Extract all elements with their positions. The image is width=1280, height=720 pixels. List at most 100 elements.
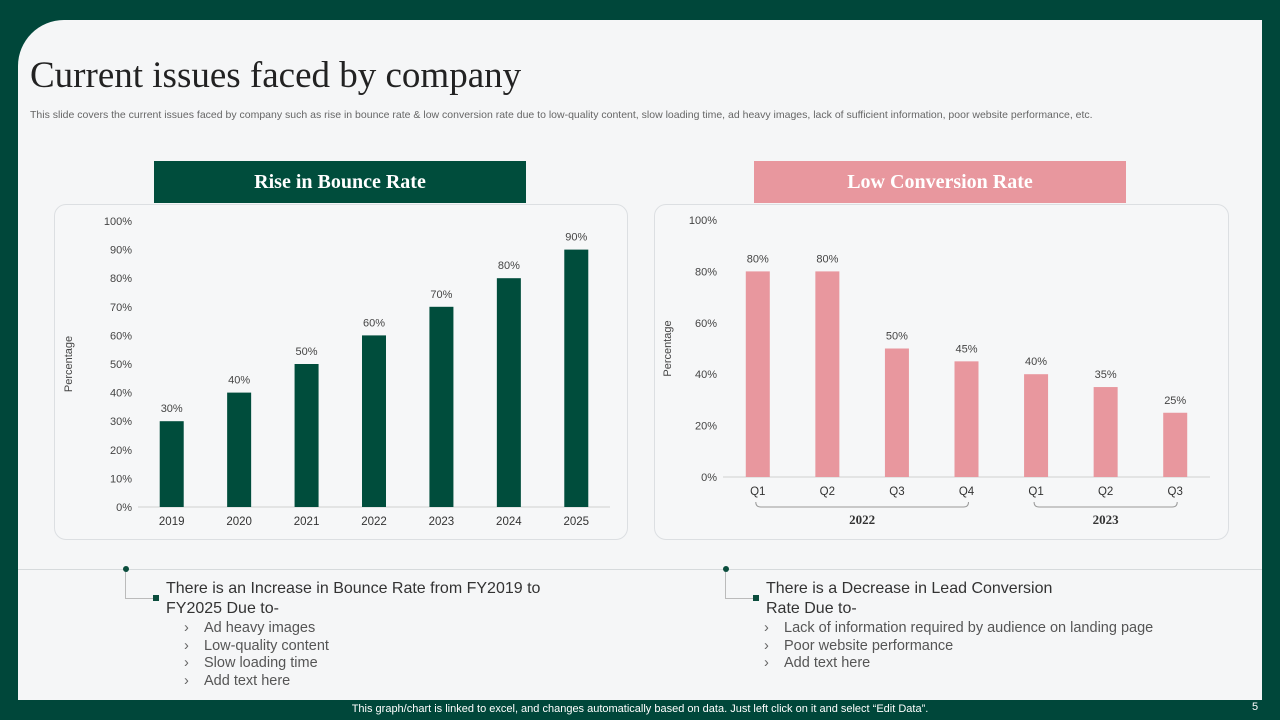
x-tick-label: 2024 xyxy=(496,516,522,528)
timeline-dot xyxy=(723,566,729,572)
data-label: 90% xyxy=(565,232,587,244)
bar xyxy=(294,364,319,507)
bounce-rate-chart-panel[interactable]: 0% 10% 20% 30% 40% 50% 60% 70% 80% 90% 100% Percent… xyxy=(54,204,628,540)
data-label: 80% xyxy=(747,253,769,265)
y-tick-label: 90% xyxy=(110,245,132,257)
data-label: 70% xyxy=(430,289,452,301)
bounce-rate-chart[interactable]: 0% 10% 20% 30% 40% 50% 60% 70% 80% 90% 100% Percent… xyxy=(55,205,627,539)
section-divider xyxy=(18,569,1262,570)
group-label: 2022 xyxy=(849,512,875,527)
bullet-square xyxy=(153,595,159,601)
conversion-reasons-list: › Lack of information required by audienc… xyxy=(764,620,1153,673)
chevron-right-icon: › xyxy=(764,620,769,636)
y-tick-label: 60% xyxy=(695,318,717,330)
x-tick-label: 2020 xyxy=(226,516,252,528)
list-item: › Low-quality content xyxy=(184,638,329,656)
list-item: › Lack of information required by audienc… xyxy=(764,620,1153,638)
group-label: 2023 xyxy=(1093,512,1120,527)
y-tick-label: 100% xyxy=(104,216,132,228)
reason-text: Slow loading time xyxy=(204,655,318,671)
y-tick-label: 40% xyxy=(110,388,132,400)
data-label: 35% xyxy=(1095,369,1117,381)
timeline-dot xyxy=(123,566,129,572)
conversion-issue-heading: There is a Decrease in Lead Conversion R… xyxy=(766,580,1053,617)
page-title: Current issues faced by company xyxy=(30,55,522,96)
list-item: › Ad heavy images xyxy=(184,620,329,638)
connector-line xyxy=(125,572,153,599)
data-label: 60% xyxy=(363,317,385,329)
y-tick-label: 60% xyxy=(110,330,132,342)
chevron-right-icon: › xyxy=(764,637,769,654)
x-tick-label: 2025 xyxy=(563,516,589,528)
y-tick-label: 0% xyxy=(701,472,717,484)
group-bracket xyxy=(1033,501,1178,508)
data-label: 40% xyxy=(1025,356,1047,368)
bullet-square xyxy=(753,595,759,601)
data-label: 30% xyxy=(161,403,183,415)
bar xyxy=(496,278,521,507)
data-label: 80% xyxy=(816,253,838,265)
y-tick-label: 20% xyxy=(695,421,717,433)
reason-text: Ad heavy images xyxy=(204,620,316,636)
x-tick-label: 2022 xyxy=(361,516,387,528)
chevron-right-icon: › xyxy=(184,672,189,689)
x-tick-label: Q2 xyxy=(1098,486,1113,498)
data-label: 50% xyxy=(296,346,318,358)
page-number: 5 xyxy=(1252,701,1259,713)
x-tick-label: 2019 xyxy=(159,516,185,528)
reason-text: Poor website performance xyxy=(784,637,954,654)
reason-text: Lack of information required by audience… xyxy=(784,620,1154,636)
bar xyxy=(1093,387,1118,477)
y-tick-label: 70% xyxy=(110,302,132,314)
footer-note: This graph/chart is linked to excel, and… xyxy=(351,703,929,715)
bar xyxy=(1024,374,1049,477)
chevron-right-icon: › xyxy=(184,655,189,671)
y-axis-label: Percentage xyxy=(662,320,674,376)
y-tick-label: 0% xyxy=(116,502,132,514)
bar xyxy=(815,271,840,477)
bar xyxy=(745,271,770,477)
slide-description: This slide covers the current issues fac… xyxy=(30,109,1093,121)
list-item: › Slow loading time xyxy=(184,655,329,673)
conversion-rate-chart-panel[interactable]: 0% 20% 40% 60% 80% 100% Percentage 80% Q1 80% Q2 50… xyxy=(654,204,1229,540)
x-tick-label: 2021 xyxy=(294,516,320,528)
y-tick-label: 10% xyxy=(110,473,132,485)
list-item: › Add text here xyxy=(764,655,1153,673)
bounce-issue-heading: There is an Increase in Bounce Rate from… xyxy=(166,580,541,617)
chevron-right-icon: › xyxy=(184,637,189,654)
bar xyxy=(954,361,979,477)
x-tick-label: Q2 xyxy=(820,486,835,498)
bar xyxy=(1163,412,1188,477)
x-tick-label: Q3 xyxy=(1168,486,1183,498)
bar xyxy=(429,306,454,507)
y-tick-label: 40% xyxy=(695,369,717,381)
chevron-right-icon: › xyxy=(184,620,189,636)
x-tick-label: Q1 xyxy=(1028,486,1043,498)
reason-text: Low-quality content xyxy=(204,637,329,654)
bar xyxy=(362,335,386,507)
data-label: 45% xyxy=(955,343,977,355)
slide: Current issues faced by company This sli… xyxy=(18,20,1262,700)
bar xyxy=(227,392,252,507)
x-tick-label: Q4 xyxy=(959,486,975,498)
reason-text: Add text here xyxy=(784,655,871,671)
conversion-rate-chart[interactable]: 0% 20% 40% 60% 80% 100% Percentage 80% Q1 80% Q2 50… xyxy=(655,205,1228,539)
bar xyxy=(159,421,184,507)
bar xyxy=(564,249,589,507)
chevron-right-icon: › xyxy=(764,655,769,671)
y-tick-label: 30% xyxy=(110,416,132,428)
bounce-rate-banner: Rise in Bounce Rate xyxy=(154,161,526,203)
y-tick-label: 80% xyxy=(695,266,717,278)
list-item: › Add text here xyxy=(184,673,329,691)
x-tick-label: 2023 xyxy=(429,516,455,528)
data-label: 40% xyxy=(228,375,250,387)
y-tick-label: 20% xyxy=(110,445,132,457)
list-item: › Poor website performance xyxy=(764,638,1153,656)
data-label: 25% xyxy=(1164,395,1186,407)
connector-line xyxy=(725,572,753,599)
y-axis-label: Percentage xyxy=(63,336,75,392)
bounce-reasons-list: › Ad heavy images › Low-quality content › S… xyxy=(184,620,329,690)
y-tick-label: 50% xyxy=(110,359,132,371)
x-tick-label: Q1 xyxy=(750,486,765,498)
group-bracket xyxy=(755,501,969,508)
